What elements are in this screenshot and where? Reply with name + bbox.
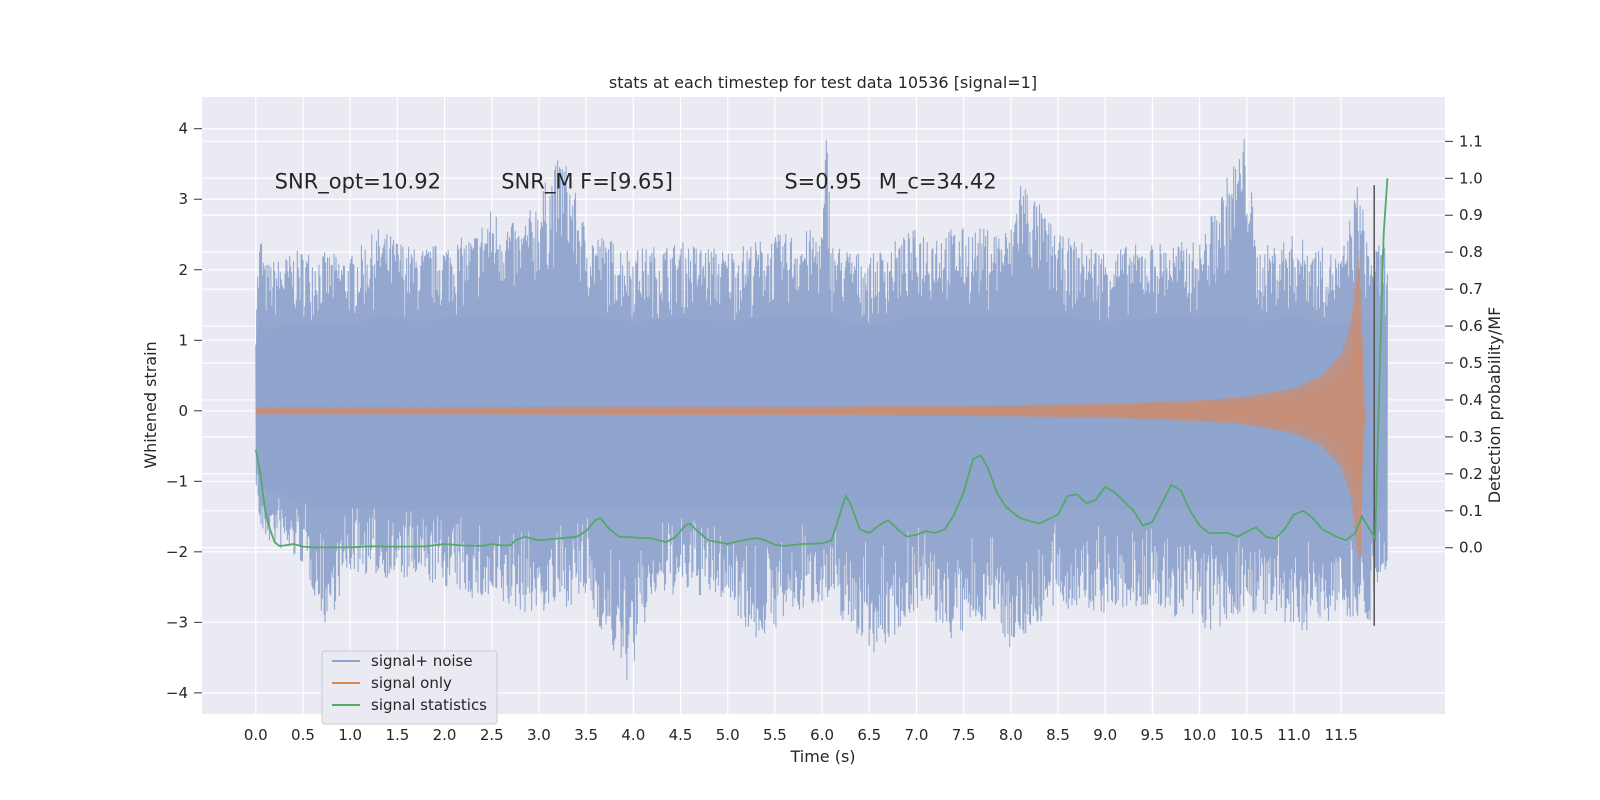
- x-tick-label: 6.5: [857, 726, 881, 744]
- x-tick-label: 4.5: [669, 726, 693, 744]
- y-tick-label: −2: [166, 543, 188, 561]
- y-tick-label: 0: [178, 402, 188, 420]
- x-tick-label: 3.5: [574, 726, 598, 744]
- series-signal-noise: [255, 139, 1388, 681]
- x-tick-label: 5.5: [763, 726, 787, 744]
- legend: signal+ noise signal only signal statistic…: [321, 650, 498, 725]
- legend-label: signal only: [371, 674, 452, 692]
- y-right-tick-label: 0.2: [1459, 465, 1483, 483]
- y-right-tick-label: 0.8: [1459, 243, 1483, 261]
- x-tick-label: 4.0: [621, 726, 645, 744]
- x-tick-label: 10.0: [1183, 726, 1216, 744]
- y-tick-label: 1: [178, 331, 188, 349]
- x-tick-label: 11.0: [1277, 726, 1310, 744]
- x-tick-label: 2.5: [480, 726, 504, 744]
- x-tick-label: 1.5: [385, 726, 409, 744]
- annotation-text: S=0.95: [784, 170, 862, 194]
- y-right-tick-label: 1.0: [1459, 169, 1483, 187]
- y-right-tick-label: 0.7: [1459, 280, 1483, 298]
- legend-label: signal+ noise: [371, 652, 473, 670]
- legend-label: signal statistics: [371, 696, 487, 714]
- y-axis-right-label: Detection probability/MF: [1485, 307, 1504, 504]
- x-tick-label: 7.5: [952, 726, 976, 744]
- y-tick-label: 3: [178, 190, 188, 208]
- y-right-tick-label: 0.6: [1459, 317, 1483, 335]
- y-right-tick-label: 0.4: [1459, 391, 1483, 409]
- x-tick-label: 2.0: [433, 726, 457, 744]
- y-right-tick-label: 0.5: [1459, 354, 1483, 372]
- legend-box: [321, 650, 498, 725]
- y-tick-label: 2: [178, 261, 188, 279]
- annotation-text: SNR_opt=10.92: [275, 170, 441, 195]
- y-right-tick-label: 0.0: [1459, 539, 1483, 557]
- series-signal-only: [255, 250, 1366, 567]
- x-tick-label: 8.5: [1046, 726, 1070, 744]
- x-tick-label: 10.5: [1230, 726, 1263, 744]
- y-right-tick-label: 0.3: [1459, 428, 1483, 446]
- y-tick-label: −3: [166, 613, 188, 631]
- x-tick-label: 0.0: [244, 726, 268, 744]
- x-tick-label: 0.5: [291, 726, 315, 744]
- x-tick-label: 9.0: [1093, 726, 1117, 744]
- annotations: SNR_opt=10.92 SNR_M F=[9.65] S=0.95 M_c=34.…: [275, 170, 997, 195]
- annotation-text: SNR_M F=[9.65]: [501, 170, 673, 195]
- tick-labels: 0.0 0.5 1.0 1.5 2.0 2.5 3.0 3.5 4.0 4.5 5.0 5.5 6.0 6…: [166, 120, 1483, 744]
- x-tick-label: 5.0: [716, 726, 740, 744]
- x-tick-label: 6.0: [810, 726, 834, 744]
- x-tick-label: 11.5: [1324, 726, 1357, 744]
- y-tick-label: 4: [178, 120, 188, 138]
- x-tick-label: 3.0: [527, 726, 551, 744]
- x-tick-label: 1.0: [338, 726, 362, 744]
- series-signal-statistics: [254, 178, 1389, 549]
- y-right-tick-label: 0.1: [1459, 502, 1483, 520]
- x-tick-label: 7.0: [905, 726, 929, 744]
- chart-title: stats at each timestep for test data 105…: [609, 73, 1037, 92]
- x-tick-label: 8.0: [999, 726, 1023, 744]
- chart-marks: [254, 139, 1389, 681]
- x-axis-label: Time (s): [789, 747, 855, 766]
- y-tick-label: −4: [166, 684, 188, 702]
- y-axis-label: Whitened strain: [141, 341, 160, 468]
- y-tick-label: −1: [166, 472, 188, 490]
- y-right-tick-label: 0.9: [1459, 206, 1483, 224]
- x-tick-label: 9.5: [1140, 726, 1164, 744]
- y-right-tick-label: 1.1: [1459, 132, 1483, 150]
- annotation-text: M_c=34.42: [879, 170, 997, 195]
